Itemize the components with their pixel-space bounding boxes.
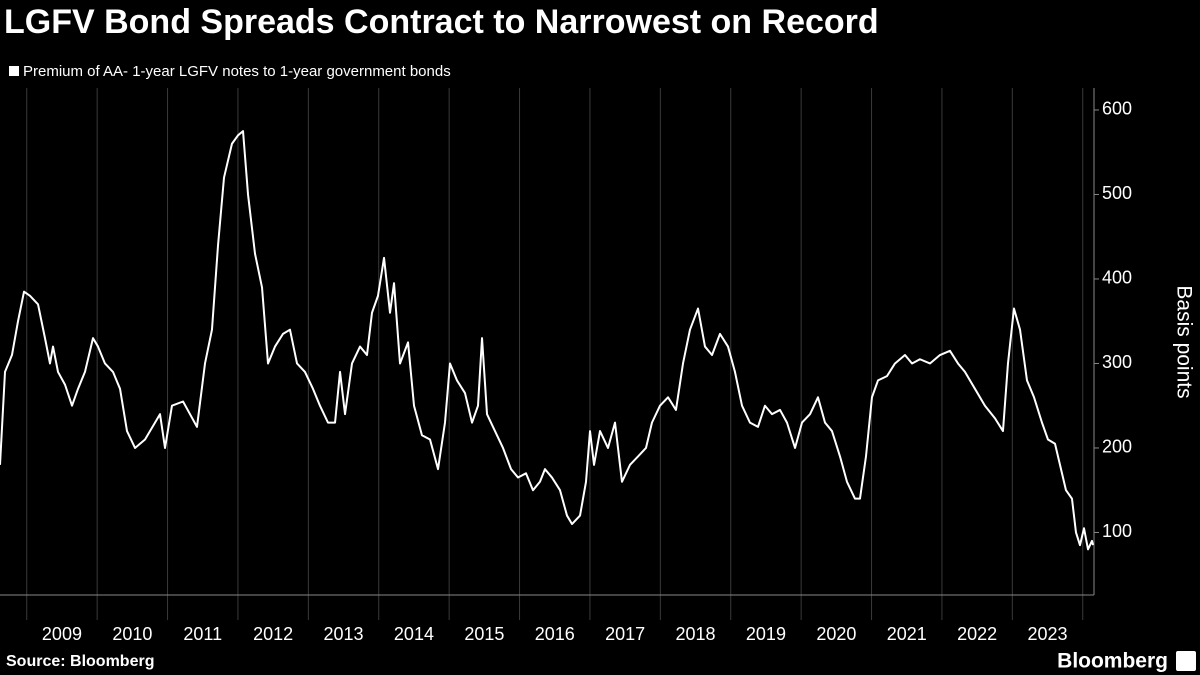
legend-label: Premium of AA- 1-year LGFV notes to 1-ye…	[23, 63, 451, 80]
x-tick-label: 2019	[746, 624, 786, 644]
x-tick-label: 2022	[957, 624, 997, 644]
x-tick-label: 2016	[535, 624, 575, 644]
legend-swatch	[9, 66, 19, 76]
x-tick-label: 2009	[42, 624, 82, 644]
source: Source: Bloomberg	[6, 653, 154, 670]
x-tick-label: 2014	[394, 624, 434, 644]
brand-icon	[1176, 651, 1196, 671]
x-tick-label: 2023	[1028, 624, 1068, 644]
y-tick-label: 100	[1102, 521, 1132, 541]
x-tick-label: 2017	[605, 624, 645, 644]
x-tick-label: 2011	[183, 624, 222, 644]
x-tick-label: 2015	[464, 624, 504, 644]
brand: Bloomberg	[1057, 650, 1168, 673]
x-tick-label: 2010	[112, 624, 152, 644]
y-tick-label: 400	[1102, 268, 1132, 288]
x-tick-label: 2013	[324, 624, 364, 644]
x-tick-label: 2021	[887, 624, 927, 644]
line	[0, 130, 1094, 551]
y-axis-label: Basis points	[1172, 285, 1195, 398]
x-tick-label: 2020	[816, 624, 856, 644]
x-tick-label: 2012	[253, 624, 293, 644]
y-tick-label: 500	[1102, 183, 1132, 203]
x-tick-label: 2018	[676, 624, 716, 644]
chart-title: LGFV Bond Spreads Contract to Narrowest …	[4, 3, 879, 41]
y-tick-label: 300	[1102, 352, 1132, 372]
y-tick-label: 600	[1102, 99, 1132, 119]
y-tick-label: 200	[1102, 437, 1132, 457]
